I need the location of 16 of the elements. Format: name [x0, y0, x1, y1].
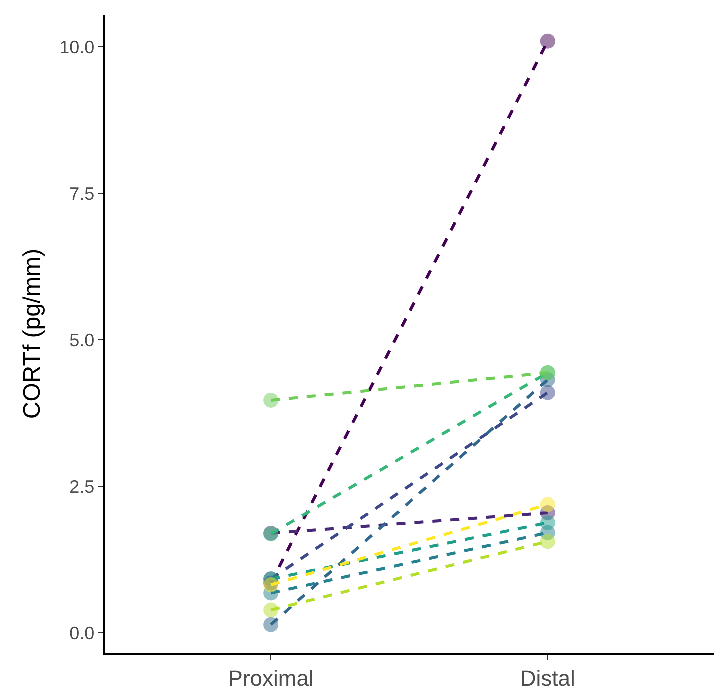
y-tick-label: 10.0 — [60, 38, 95, 58]
point — [540, 497, 556, 512]
point — [264, 617, 279, 632]
x-tick-label: Proximal — [228, 666, 314, 691]
y-tick-label: 5.0 — [70, 330, 95, 350]
y-tick-label: 0.0 — [70, 623, 95, 644]
point — [540, 34, 556, 49]
y-axis-title: CORTf (pg/mm) — [19, 248, 46, 420]
x-tick-label: Distal — [520, 666, 576, 691]
y-tick-label: 2.5 — [70, 476, 95, 497]
point — [540, 385, 556, 400]
point — [264, 392, 279, 408]
point — [264, 602, 279, 618]
point — [540, 515, 556, 530]
y-tick-label: 7.5 — [70, 184, 95, 204]
point — [540, 534, 556, 550]
